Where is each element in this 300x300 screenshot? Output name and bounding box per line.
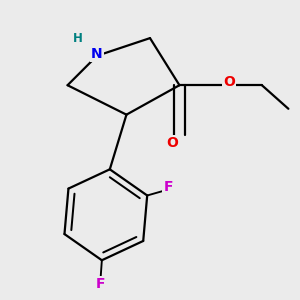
Text: O: O (166, 136, 178, 150)
Text: N: N (91, 47, 103, 61)
Text: H: H (73, 32, 83, 45)
Text: F: F (164, 180, 173, 194)
Text: F: F (96, 277, 105, 291)
Text: O: O (223, 75, 235, 89)
